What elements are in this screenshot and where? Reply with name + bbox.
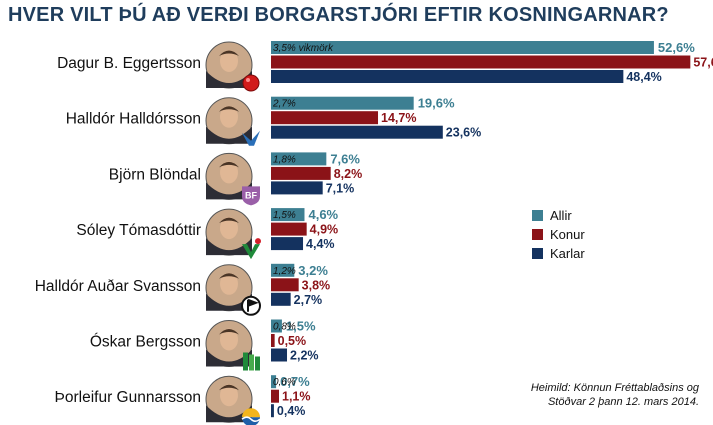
- bar-karlar-dagur-b-eggertsson: [271, 70, 624, 83]
- candidate-name-halldor-audar-svansson: Halldór Auðar Svansson: [35, 278, 201, 295]
- value-label-karlar-halldor-audar-svansson: 2,7%: [294, 293, 323, 307]
- bar-konur-oskar-bergsson: [271, 334, 275, 347]
- candidate-name-dagur-b-eggertsson: Dagur B. Eggertsson: [57, 55, 201, 72]
- source-line-2: Stöðvar 2 þann 12. mars 2014.: [547, 396, 699, 408]
- candidate-row-thorleifur-gunnarsson: Þorleifur Gunnarsson 0,7%1,1%0,4% 0,6%: [55, 374, 311, 425]
- bar-allir-halldor-audar-svansson: [271, 263, 295, 277]
- source-note: Heimild: Könnun Fréttablaðsins og Stöðva…: [531, 381, 699, 409]
- bar-konur-soley-tomasdottir: [271, 222, 307, 236]
- candidate-row-dagur-b-eggertsson: Dagur B. Eggertsson 52,6%57,6% 48,4% 3,5% v…: [57, 40, 713, 92]
- value-label-karlar-soley-tomasdottir: 4,4%: [306, 237, 335, 251]
- candidate-row-oskar-bergsson: Óskar Bergsson 1,5%0,5%2,2% 0,8%: [90, 319, 319, 371]
- candidate-name-soley-tomasdottir: Sóley Tómasdóttir: [76, 222, 201, 239]
- candidate-row-halldor-audar-svansson: Halldór Auðar Svansson 3,2%3,8%2,7% 1,2%: [35, 263, 331, 316]
- value-label-konur-soley-tomasdottir: 4,9%: [310, 223, 339, 237]
- bar-allir-oskar-bergsson: [271, 319, 282, 333]
- pirate-flag-icon: [241, 295, 261, 316]
- legend-swatch-karlar: [532, 248, 543, 259]
- portrait-oskar-bergsson: [205, 320, 253, 367]
- legend-label-allir: Allir: [550, 208, 572, 223]
- value-label-allir-thorleifur-gunnarsson: 0,7%: [280, 374, 310, 389]
- portrait-thorleifur-gunnarsson: [205, 375, 253, 423]
- candidate-name-halldor-halldorsson: Halldór Halldórsson: [66, 111, 201, 128]
- bar-karlar-bjorn-blondal: [271, 181, 323, 195]
- legend-item-karlar: Karlar: [532, 244, 585, 263]
- legend-swatch-konur: [532, 229, 543, 240]
- svg-text:BF: BF: [245, 190, 257, 200]
- value-label-allir-oskar-bergsson: 1,5%: [286, 319, 316, 334]
- green-book-icon: [243, 352, 260, 371]
- bar-karlar-halldor-halldorsson: [271, 125, 443, 139]
- value-label-allir-halldor-audar-svansson: 3,2%: [298, 263, 328, 278]
- value-label-allir-soley-tomasdottir: 4,6%: [308, 207, 338, 222]
- bar-karlar-oskar-bergsson: [271, 348, 288, 362]
- falcon-icon: [242, 130, 260, 146]
- sun-wave-icon: [241, 408, 261, 425]
- portrait-soley-tomasdottir: [205, 208, 253, 256]
- bar-konur-thorleifur-gunnarsson: [271, 389, 280, 403]
- value-label-konur-halldor-audar-svansson: 3,8%: [302, 278, 331, 292]
- margin-label-bjorn-blondal: 1,8%: [273, 154, 296, 165]
- bar-karlar-soley-tomasdottir: [271, 237, 304, 251]
- margin-label-dagur-b-eggertsson: 3,5% vikmörk: [273, 43, 334, 54]
- v-logo-icon: [242, 238, 261, 260]
- portrait-bjorn-blondal: [205, 152, 253, 200]
- bar-konur-halldor-audar-svansson: [271, 278, 299, 292]
- candidate-name-thorleifur-gunnarsson: Þorleifur Gunnarsson: [55, 389, 201, 406]
- value-label-allir-halldor-halldorsson: 19,6%: [418, 96, 455, 111]
- chart-title: HVER VILT ÞÚ AÐ VERÐI BORGARSTJÓRI EFTIR…: [8, 4, 669, 26]
- candidate-row-soley-tomasdottir: Sóley Tómasdóttir 4,6%4,9%4,4% 1,5%: [76, 207, 339, 260]
- bar-allir-soley-tomasdottir: [271, 208, 305, 222]
- bar-allir-dagur-b-eggertsson: [271, 41, 654, 54]
- legend-item-allir: Allir: [532, 206, 585, 225]
- margin-label-thorleifur-gunnarsson: 0,6%: [273, 377, 296, 388]
- value-label-karlar-thorleifur-gunnarsson: 0,4%: [277, 404, 306, 418]
- source-line-1: Heimild: Könnun Fréttablaðsins og: [530, 382, 699, 394]
- legend-item-konur: Konur: [532, 225, 585, 244]
- portrait-halldor-audar-svansson: [205, 264, 253, 312]
- legend-label-karlar: Karlar: [550, 246, 585, 261]
- legend: Allir Konur Karlar: [532, 206, 585, 263]
- margin-label-halldor-audar-svansson: 1,2%: [273, 266, 296, 277]
- margin-label-soley-tomasdottir: 1,5%: [273, 210, 296, 221]
- margin-label-halldor-halldorsson: 2,7%: [272, 99, 296, 110]
- value-label-allir-bjorn-blondal: 7,6%: [330, 151, 360, 166]
- red-ball-icon: [242, 74, 260, 92]
- portrait-dagur-b-eggertsson: [205, 41, 253, 89]
- portrait-halldor-halldorsson: [205, 97, 253, 145]
- legend-label-konur: Konur: [550, 227, 585, 242]
- value-label-allir-dagur-b-eggertsson: 52,6%: [658, 40, 695, 55]
- candidate-name-bjorn-blondal: Björn Blöndal: [109, 166, 201, 183]
- candidate-row-halldor-halldorsson: Halldór Halldórsson 19,6%14,7% 23,6% 2,7%: [66, 96, 481, 146]
- bar-karlar-thorleifur-gunnarsson: [271, 404, 274, 418]
- value-label-karlar-bjorn-blondal: 7,1%: [326, 181, 355, 195]
- value-label-konur-bjorn-blondal: 8,2%: [334, 167, 363, 181]
- bar-konur-bjorn-blondal: [271, 166, 331, 180]
- value-label-konur-thorleifur-gunnarsson: 1,1%: [282, 390, 311, 404]
- bar-allir-halldor-halldorsson: [271, 96, 414, 110]
- bf-shield-icon: BF: [242, 186, 260, 206]
- candidate-name-oskar-bergsson: Óskar Bergsson: [90, 334, 201, 351]
- value-label-karlar-halldor-halldorsson: 23,6%: [446, 126, 481, 140]
- value-label-karlar-oskar-bergsson: 2,2%: [290, 349, 319, 363]
- bar-konur-halldor-halldorsson: [271, 111, 379, 125]
- value-label-karlar-dagur-b-eggertsson: 48,4%: [626, 70, 661, 84]
- bar-karlar-halldor-audar-svansson: [271, 292, 291, 306]
- bar-allir-bjorn-blondal: [271, 152, 327, 166]
- bar-konur-dagur-b-eggertsson: [271, 55, 691, 69]
- value-label-konur-dagur-b-eggertsson: 57,6%: [693, 56, 713, 70]
- margin-label-oskar-bergsson: 0,8%: [273, 322, 296, 333]
- candidate-row-bjorn-blondal: Björn Blöndal BF 7,6%8,2%7,1% 1,8%: [109, 151, 363, 206]
- legend-swatch-allir: [532, 210, 543, 221]
- bar-allir-thorleifur-gunnarsson: [271, 375, 277, 389]
- value-label-konur-oskar-bergsson: 0,5%: [278, 334, 307, 348]
- value-label-konur-halldor-halldorsson: 14,7%: [381, 111, 416, 125]
